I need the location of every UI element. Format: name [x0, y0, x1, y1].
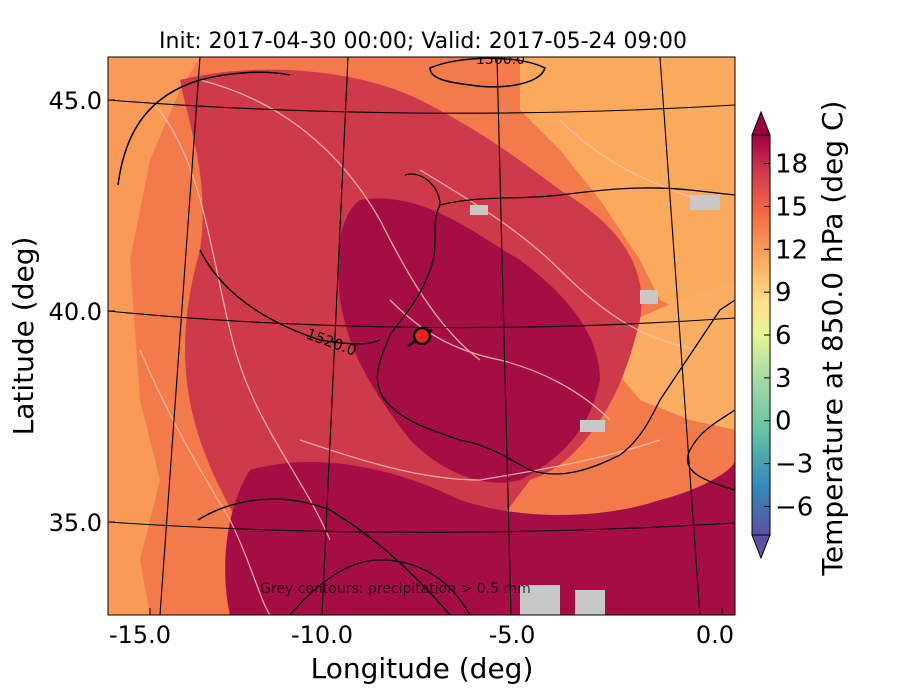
temperature-map: 1500.0 1520.0 Grey contours: precipitati…	[108, 52, 735, 615]
x-axis-label: Longitude (deg)	[311, 652, 534, 685]
hottest-region-south	[225, 460, 735, 615]
colorbar-min-extend	[751, 534, 771, 560]
y-axis-label: Latitude (deg)	[7, 237, 40, 436]
x-tick-label: -5.0	[489, 621, 536, 649]
warm-region-west	[108, 57, 200, 615]
coastlines	[289, 173, 735, 615]
colorbar-max-extend	[751, 110, 771, 136]
colorbar-tick-label: 15	[775, 192, 808, 222]
colorbar-tick-label: 18	[775, 150, 808, 180]
contour-label-1500: 1500.0	[476, 52, 525, 68]
location-marker	[407, 326, 433, 348]
x-tick-label: -15.0	[109, 621, 171, 649]
map-frame	[107, 56, 736, 616]
temperature-contours	[139, 79, 701, 615]
colorbar-tick-label: 0	[775, 407, 792, 437]
x-axis: -15.0 -10.0 -5.0 0.0 Longitude (deg)	[109, 608, 734, 685]
y-axis: 45.0 40.0 35.0 Latitude (deg)	[7, 87, 115, 537]
geopotential-contours	[117, 57, 546, 615]
colorbar-tick-label: 9	[775, 278, 792, 308]
warm-region-east	[610, 280, 735, 430]
colorbar-tick-label: 12	[775, 235, 808, 265]
precipitation-footnote: Grey contours: precipitation > 0.5 mm	[260, 581, 531, 597]
hottest-region-center	[338, 198, 600, 483]
colorbar-label: Temperature at 850.0 hPa (deg C)	[816, 101, 849, 577]
colorbar: 18 15 12 9 6 3 0 −3 −6 Temperature at 850.0 hPa …	[751, 101, 849, 577]
colorbar-tick-label: 3	[775, 364, 792, 394]
graticule	[108, 57, 735, 615]
colorbar-tick-label: −6	[775, 492, 813, 522]
map-title: Init: 2017-04-30 00:00; Valid: 2017-05-2…	[159, 29, 687, 54]
y-tick-label: 40.0	[49, 298, 102, 326]
colorbar-tick-label: −3	[775, 450, 813, 480]
y-tick-label: 45.0	[49, 87, 102, 115]
x-tick-label: 0.0	[696, 621, 734, 649]
colorbar-tick-label: 6	[775, 321, 792, 351]
x-tick-label: -10.0	[291, 621, 353, 649]
y-tick-label: 35.0	[49, 509, 102, 537]
warm-region-northeast	[520, 57, 735, 330]
